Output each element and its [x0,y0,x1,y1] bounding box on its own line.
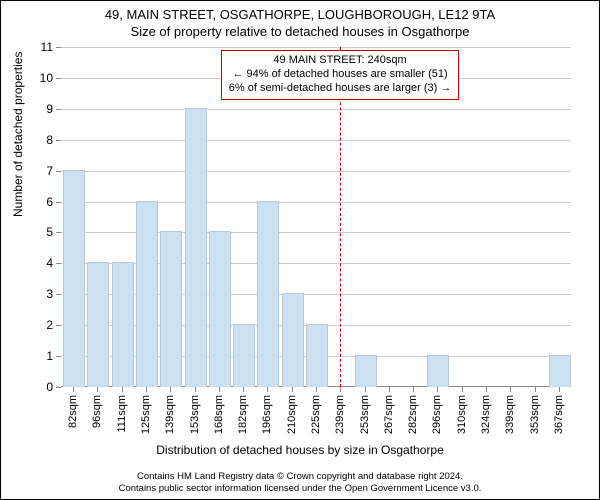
ytick-label: 8 [46,133,53,147]
bar [233,324,255,387]
gridline [61,109,571,110]
ytick-mark [56,140,61,141]
xtick-mark [243,387,244,392]
xtick-label: 225sqm [310,395,322,434]
ytick-mark [56,47,61,48]
xtick-label: 210sqm [286,395,298,434]
xtick-label: 282sqm [407,395,419,434]
xtick-mark [535,387,536,392]
bar [112,262,134,387]
bar [306,324,328,387]
xtick-mark [316,387,317,392]
bar [257,201,279,387]
gridline [61,47,571,48]
chart-title: 49, MAIN STREET, OSGATHORPE, LOUGHBOROUG… [1,7,599,22]
ytick-mark [56,387,61,388]
ytick-mark [56,78,61,79]
ytick-mark [56,202,61,203]
bar [549,355,571,387]
gridline [61,171,571,172]
ytick-mark [56,171,61,172]
xtick-mark [146,387,147,392]
ytick-label: 0 [46,380,53,394]
bar [427,355,449,387]
xtick-mark [389,387,390,392]
xtick-label: 182sqm [237,395,249,434]
xtick-label: 96sqm [91,395,103,428]
ytick-label: 10 [40,71,53,85]
ytick-mark [56,356,61,357]
xtick-label: 82sqm [67,395,79,428]
xtick-mark [559,387,560,392]
xtick-mark [510,387,511,392]
ytick-label: 9 [46,102,53,116]
ytick-label: 4 [46,256,53,270]
ytick-label: 5 [46,225,53,239]
chart-subtitle: Size of property relative to detached ho… [1,24,599,39]
xtick-label: 168sqm [213,395,225,434]
xtick-label: 353sqm [529,395,541,434]
xtick-mark [219,387,220,392]
bar [355,355,377,387]
bar [87,262,109,387]
ytick-mark [56,325,61,326]
xtick-mark [292,387,293,392]
annotation-line: 49 MAIN STREET: 240sqm [229,54,452,68]
bar [282,293,304,387]
ytick-label: 2 [46,318,53,332]
xtick-label: 267sqm [383,395,395,434]
xtick-label: 139sqm [164,395,176,434]
ytick-label: 3 [46,287,53,301]
xtick-mark [437,387,438,392]
footer-line-2: Contains public sector information licen… [1,483,599,495]
xtick-mark [170,387,171,392]
annotation-line: 6% of semi-detached houses are larger (3… [229,82,452,96]
xtick-label: 111sqm [116,395,128,433]
bar [209,231,231,387]
xtick-label: 239sqm [334,395,346,434]
bar [185,108,207,387]
xtick-mark [122,387,123,392]
bar [160,231,182,387]
xtick-mark [73,387,74,392]
ytick-mark [56,232,61,233]
xtick-mark [486,387,487,392]
xtick-label: 339sqm [504,395,516,434]
plot-area: 0123456789101182sqm96sqm111sqm125sqm139s… [61,47,571,387]
ytick-label: 7 [46,164,53,178]
xtick-mark [195,387,196,392]
bar [63,170,85,387]
xtick-label: 153sqm [189,395,201,434]
ytick-mark [56,294,61,295]
ytick-label: 6 [46,195,53,209]
annotation-line: ← 94% of detached houses are smaller (51… [229,68,452,82]
xtick-label: 196sqm [261,395,273,434]
xtick-mark [462,387,463,392]
xtick-mark [413,387,414,392]
xtick-mark [365,387,366,392]
ytick-label: 1 [46,349,53,363]
ytick-label: 11 [41,40,53,54]
footer-attribution: Contains HM Land Registry data © Crown c… [1,471,599,495]
xtick-label: 253sqm [359,395,371,434]
ytick-mark [56,109,61,110]
xtick-label: 310sqm [456,395,468,434]
xtick-mark [267,387,268,392]
xtick-mark [97,387,98,392]
gridline [61,140,571,141]
xtick-label: 125sqm [140,395,152,434]
y-axis-label: Number of detached properties [11,52,25,217]
chart-container: 49, MAIN STREET, OSGATHORPE, LOUGHBOROUG… [0,0,600,500]
xtick-label: 296sqm [431,395,443,434]
bar [136,201,158,387]
x-axis-label: Distribution of detached houses by size … [1,443,599,457]
annotation-box: 49 MAIN STREET: 240sqm← 94% of detached … [221,50,460,99]
xtick-label: 324sqm [480,395,492,434]
footer-line-1: Contains HM Land Registry data © Crown c… [1,471,599,483]
ytick-mark [56,263,61,264]
xtick-label: 367sqm [553,395,565,434]
xtick-mark [340,387,341,392]
